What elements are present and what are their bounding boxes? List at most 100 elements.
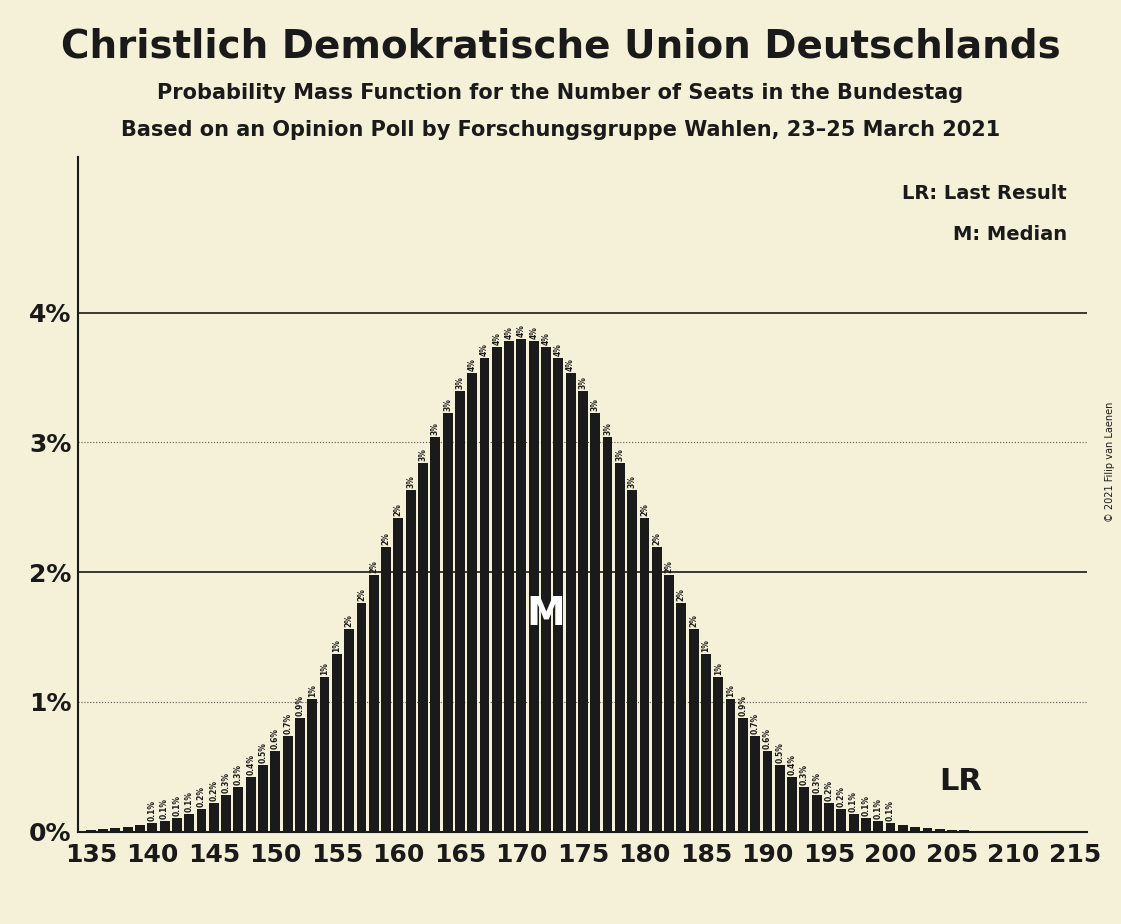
Text: 1%: 1%: [319, 663, 330, 675]
Bar: [467, 373, 478, 832]
Bar: [799, 787, 809, 832]
Bar: [738, 718, 748, 832]
Bar: [418, 463, 428, 832]
Bar: [861, 818, 871, 832]
Bar: [209, 803, 219, 832]
Text: 4%: 4%: [467, 359, 476, 371]
Bar: [701, 654, 711, 832]
Bar: [787, 777, 797, 832]
Text: 0.6%: 0.6%: [763, 728, 772, 749]
Text: 0.3%: 0.3%: [800, 764, 809, 784]
Bar: [615, 463, 624, 832]
Bar: [270, 751, 280, 832]
Bar: [554, 359, 563, 832]
Text: 2%: 2%: [369, 560, 378, 573]
Text: LR: Last Result: LR: Last Result: [902, 184, 1067, 203]
Text: LR: LR: [939, 767, 983, 796]
Bar: [381, 547, 391, 832]
Bar: [812, 796, 822, 832]
Bar: [245, 777, 256, 832]
Text: 2%: 2%: [677, 588, 686, 601]
Bar: [406, 490, 416, 832]
Text: 3%: 3%: [628, 475, 637, 488]
Bar: [480, 359, 490, 832]
Text: M: Median: M: Median: [953, 225, 1067, 244]
Text: © 2021 Filip van Laenen: © 2021 Filip van Laenen: [1105, 402, 1115, 522]
Bar: [873, 821, 883, 832]
Text: 0.1%: 0.1%: [173, 795, 182, 816]
Bar: [332, 654, 342, 832]
Text: 0.3%: 0.3%: [813, 772, 822, 794]
Bar: [591, 413, 600, 832]
Bar: [295, 718, 305, 832]
Bar: [824, 803, 834, 832]
Text: 0.1%: 0.1%: [886, 800, 895, 821]
Text: Probability Mass Function for the Number of Seats in the Bundestag: Probability Mass Function for the Number…: [157, 83, 964, 103]
Text: 2%: 2%: [393, 504, 402, 517]
Text: 3%: 3%: [406, 475, 415, 488]
Bar: [184, 813, 194, 832]
Bar: [356, 602, 367, 832]
Text: 0.4%: 0.4%: [247, 754, 256, 774]
Bar: [639, 518, 649, 832]
Bar: [664, 575, 674, 832]
Bar: [886, 823, 896, 832]
Bar: [628, 490, 637, 832]
Text: 0.1%: 0.1%: [185, 791, 194, 811]
Bar: [159, 821, 169, 832]
Bar: [947, 830, 957, 832]
Text: 4%: 4%: [566, 359, 575, 371]
Bar: [504, 341, 515, 832]
Bar: [935, 829, 945, 832]
Bar: [111, 828, 120, 832]
Text: 0.9%: 0.9%: [296, 695, 305, 716]
Bar: [233, 787, 243, 832]
Bar: [923, 828, 933, 832]
Text: 1%: 1%: [702, 639, 711, 652]
Text: 0.6%: 0.6%: [271, 728, 280, 749]
Bar: [196, 808, 206, 832]
Text: 3%: 3%: [455, 377, 464, 390]
Bar: [566, 373, 575, 832]
Bar: [430, 437, 441, 832]
Text: 3%: 3%: [430, 422, 439, 435]
Text: 0.1%: 0.1%: [160, 797, 169, 819]
Text: 1%: 1%: [726, 684, 735, 697]
Bar: [603, 437, 612, 832]
Bar: [86, 830, 95, 832]
Bar: [688, 629, 698, 832]
Bar: [713, 677, 723, 832]
Text: 3%: 3%: [603, 422, 612, 435]
Bar: [443, 413, 453, 832]
Bar: [221, 796, 231, 832]
Text: 4%: 4%: [504, 326, 513, 339]
Bar: [910, 827, 920, 832]
Bar: [344, 629, 354, 832]
Text: 1%: 1%: [308, 684, 317, 697]
Bar: [972, 831, 982, 832]
Text: 2%: 2%: [665, 560, 674, 573]
Bar: [762, 751, 772, 832]
Bar: [849, 813, 859, 832]
Text: 0.1%: 0.1%: [849, 791, 858, 811]
Bar: [836, 808, 846, 832]
Text: 2%: 2%: [652, 532, 661, 545]
Text: 2%: 2%: [640, 504, 649, 517]
Bar: [455, 392, 465, 832]
Text: 3%: 3%: [591, 398, 600, 411]
Text: 4%: 4%: [492, 333, 501, 346]
Bar: [393, 518, 404, 832]
Bar: [541, 347, 550, 832]
Text: 3%: 3%: [615, 448, 624, 461]
Bar: [123, 827, 132, 832]
Text: 4%: 4%: [529, 326, 538, 339]
Bar: [99, 829, 108, 832]
Text: 3%: 3%: [443, 398, 452, 411]
Text: 3%: 3%: [578, 377, 587, 390]
Bar: [750, 736, 760, 832]
Text: 1%: 1%: [332, 639, 342, 652]
Text: 0.1%: 0.1%: [861, 795, 870, 816]
Text: 0.7%: 0.7%: [751, 712, 760, 734]
Bar: [676, 602, 686, 832]
Bar: [369, 575, 379, 832]
